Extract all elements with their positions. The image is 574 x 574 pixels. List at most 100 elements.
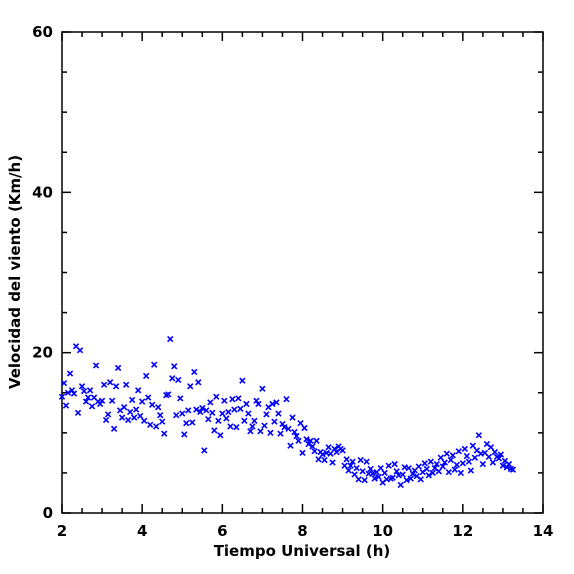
data-point — [287, 442, 294, 449]
data-point — [289, 414, 296, 421]
data-point — [405, 464, 412, 472]
data-point — [241, 417, 248, 424]
data-point — [343, 456, 350, 463]
data-point — [255, 400, 262, 408]
data-point — [219, 410, 226, 417]
data-point — [475, 432, 483, 439]
data-point — [347, 462, 354, 469]
data-point — [341, 462, 348, 469]
y-tick-label: 20 — [32, 344, 53, 362]
data-point — [143, 372, 150, 380]
data-point — [377, 464, 384, 472]
data-point — [134, 387, 142, 394]
data-point — [273, 399, 280, 406]
data-point — [64, 389, 72, 396]
data-point — [389, 474, 396, 481]
data-point — [161, 430, 168, 437]
data-point — [179, 410, 186, 417]
data-point — [102, 416, 110, 424]
data-point — [249, 423, 256, 430]
data-point — [445, 468, 452, 476]
data-point — [441, 459, 448, 466]
data-point — [271, 418, 278, 425]
data-point — [345, 467, 352, 474]
data-point — [225, 408, 232, 416]
data-point — [92, 362, 100, 369]
x-tick-label: 14 — [533, 522, 554, 540]
data-point — [155, 404, 162, 411]
data-point — [309, 443, 316, 450]
data-point — [327, 450, 334, 457]
data-point — [299, 449, 306, 457]
data-point — [201, 447, 208, 454]
data-point — [291, 428, 298, 436]
data-points — [58, 335, 517, 489]
data-point — [217, 432, 224, 439]
data-point — [469, 442, 477, 449]
data-point — [147, 421, 154, 428]
data-point — [297, 420, 304, 427]
data-point — [313, 437, 320, 445]
data-point — [409, 470, 416, 477]
data-point — [371, 475, 378, 482]
data-point — [295, 437, 302, 445]
x-tick-label: 10 — [372, 522, 393, 540]
data-point — [100, 381, 108, 388]
data-point — [339, 447, 346, 454]
data-point — [263, 411, 270, 418]
data-point — [363, 458, 370, 465]
data-point — [467, 467, 475, 474]
x-tick-label: 12 — [452, 522, 473, 540]
data-point — [487, 444, 495, 451]
data-point — [407, 475, 414, 482]
data-point — [104, 411, 112, 418]
data-point — [281, 424, 288, 431]
data-point — [509, 466, 517, 473]
data-point — [209, 409, 216, 416]
data-point — [305, 440, 312, 448]
data-point — [261, 422, 268, 429]
data-point — [62, 402, 70, 409]
data-point — [393, 468, 400, 475]
data-point — [417, 476, 424, 483]
data-point — [491, 448, 499, 456]
data-point — [421, 460, 428, 467]
x-axis-title: Tiempo Universal (h) — [214, 542, 391, 560]
data-point — [76, 347, 84, 354]
data-point — [369, 470, 376, 477]
data-point — [449, 452, 456, 459]
data-point — [489, 459, 497, 466]
data-point — [171, 363, 178, 370]
data-point — [301, 424, 308, 432]
data-point — [231, 406, 238, 413]
data-point — [429, 469, 436, 477]
data-point — [153, 423, 160, 430]
data-point — [120, 404, 128, 411]
data-point — [68, 387, 76, 394]
data-point — [193, 406, 200, 413]
data-point — [233, 424, 240, 431]
data-point — [465, 458, 473, 465]
data-point — [479, 460, 487, 468]
data-point — [122, 381, 130, 388]
data-point — [189, 419, 196, 426]
data-point — [425, 472, 432, 479]
data-point — [453, 461, 460, 469]
data-point — [321, 456, 328, 464]
data-point — [235, 395, 242, 402]
data-point — [311, 448, 318, 455]
data-point — [124, 416, 132, 424]
data-point — [355, 476, 362, 483]
data-point — [199, 404, 206, 412]
data-point — [203, 407, 210, 414]
data-point — [361, 476, 368, 484]
data-point — [151, 361, 158, 368]
data-point — [126, 408, 134, 416]
data-point — [277, 430, 284, 437]
data-point — [357, 456, 364, 464]
data-point — [82, 398, 90, 405]
data-point — [141, 417, 148, 424]
data-point — [259, 385, 266, 392]
data-point — [293, 432, 300, 440]
data-point — [227, 423, 234, 430]
